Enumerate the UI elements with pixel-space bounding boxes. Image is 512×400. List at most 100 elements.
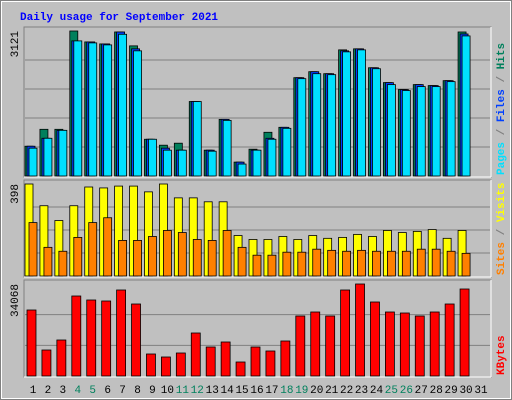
chart-title: Daily usage for September 2021 [20, 12, 218, 24]
bar [177, 232, 187, 277]
x-tick-label: 8 [134, 385, 141, 397]
bar [235, 361, 246, 377]
bar [310, 311, 321, 377]
x-tick-label: 22 [340, 385, 353, 397]
bar [88, 42, 98, 177]
bar [222, 230, 232, 277]
bar [133, 50, 142, 177]
bar [252, 254, 262, 277]
bar [103, 217, 113, 277]
bar [459, 288, 470, 377]
bar [431, 86, 441, 177]
x-tick-label: 28 [430, 385, 443, 397]
bar [297, 78, 307, 177]
bar [58, 129, 68, 177]
bar [220, 341, 231, 377]
x-tick-label: 3 [60, 385, 67, 397]
bar [162, 230, 172, 277]
bar [222, 119, 232, 177]
bar [71, 295, 82, 377]
bar [429, 311, 440, 377]
bar [207, 240, 217, 277]
bar [28, 222, 38, 277]
bar [190, 332, 201, 377]
bar [250, 346, 261, 377]
bar [177, 149, 187, 177]
x-tick-label: 12 [191, 385, 204, 397]
bar [372, 250, 381, 277]
x-tick-label: 20 [310, 385, 323, 397]
legend-separator: / [496, 122, 508, 142]
bar [312, 73, 322, 177]
x-tick-label: 30 [459, 385, 472, 397]
x-tick-label: 23 [355, 385, 368, 397]
bar [461, 35, 471, 177]
bar [357, 49, 366, 177]
x-tick-label: 11 [176, 385, 190, 397]
x-tick-label: 27 [415, 385, 428, 397]
x-tick-label: 25 [385, 385, 398, 397]
bar [267, 254, 277, 277]
bar [342, 250, 352, 277]
bar [416, 248, 426, 277]
bar [446, 250, 456, 277]
bar [282, 251, 292, 277]
x-tick-label: 24 [370, 385, 384, 397]
y-tick-label: 398 [10, 184, 22, 204]
bar [342, 51, 352, 177]
bar [267, 138, 277, 177]
bar [325, 315, 336, 377]
bar [175, 352, 186, 377]
legend-entry: Files [496, 89, 508, 122]
bar [86, 299, 97, 377]
bar [340, 289, 351, 377]
bar [355, 283, 365, 377]
x-tick-label: 4 [74, 385, 81, 397]
x-tick-label: 9 [149, 385, 156, 397]
bar [56, 339, 67, 377]
x-tick-label: 5 [89, 385, 96, 397]
bar [327, 74, 337, 177]
bar [118, 33, 127, 177]
bar [148, 138, 157, 177]
bar [207, 150, 217, 177]
bar [160, 356, 171, 377]
bar [265, 350, 276, 377]
x-tick-label: 26 [400, 385, 413, 397]
x-tick-label: 13 [206, 385, 219, 397]
bar [88, 222, 98, 277]
bar [118, 240, 127, 277]
bar [297, 251, 307, 277]
legend-separator: / [496, 222, 508, 242]
bar [416, 86, 426, 177]
bar [461, 252, 471, 277]
x-tick-label: 18 [280, 385, 293, 397]
bar [280, 340, 291, 377]
x-tick-label: 6 [104, 385, 111, 397]
bar [192, 239, 202, 277]
bar [116, 289, 126, 377]
x-tick-label: 1 [30, 385, 37, 397]
bar [237, 163, 247, 177]
x-tick-label: 17 [265, 385, 278, 397]
legend-entry: KBytes [496, 335, 508, 375]
y-tick-label: 34068 [10, 284, 22, 317]
bar [327, 249, 337, 277]
bar [146, 353, 156, 377]
bar [444, 303, 455, 377]
bar [446, 81, 456, 177]
bar [41, 349, 52, 377]
legend-entry: Sites [496, 242, 508, 275]
bar [43, 246, 53, 277]
bar [357, 249, 366, 277]
bar [162, 149, 172, 177]
bar [384, 311, 395, 377]
x-tick-label: 16 [250, 385, 263, 397]
bar [192, 101, 202, 177]
bar [295, 315, 306, 377]
bar [73, 236, 83, 277]
bar [148, 236, 157, 277]
legend: Sites / Visits [496, 183, 508, 275]
